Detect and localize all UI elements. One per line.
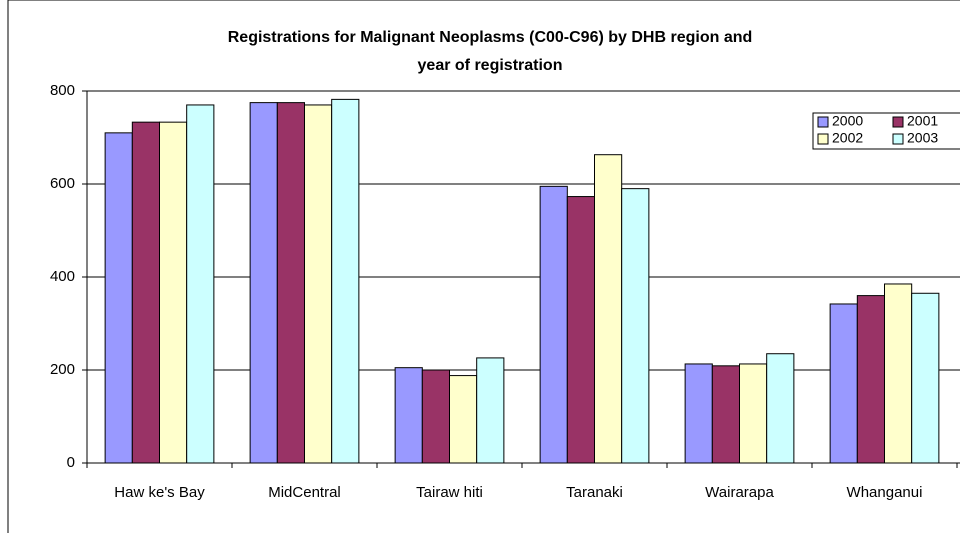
bar <box>829 303 858 464</box>
y-tick-label: 800 <box>50 82 75 99</box>
x-tick-label: Tairaw hiti <box>416 484 483 501</box>
bar <box>331 98 360 464</box>
bar <box>186 104 215 464</box>
bar <box>539 185 568 464</box>
bar <box>104 132 133 464</box>
y-tick-label: 200 <box>50 361 75 378</box>
chart-title: year of registration <box>418 57 563 74</box>
bar <box>684 363 713 464</box>
bar <box>476 357 505 464</box>
legend-swatch <box>817 133 829 145</box>
x-tick-label: MidCentral <box>268 484 341 501</box>
chart-title: Registrations for Malignant Neoplasms (C… <box>228 29 753 46</box>
bar <box>449 375 478 464</box>
bar <box>159 121 188 464</box>
bar <box>421 369 450 464</box>
bar <box>884 283 913 464</box>
legend-label: 2002 <box>832 130 863 146</box>
y-tick-label: 600 <box>50 175 75 192</box>
x-tick-label: Haw ke's Bay <box>114 484 205 501</box>
bar <box>249 102 278 464</box>
bar <box>594 154 623 464</box>
x-tick-label: Wairarapa <box>705 484 774 501</box>
legend-swatch <box>817 116 829 128</box>
y-tick-label: 400 <box>50 268 75 285</box>
x-tick-label: Taranaki <box>566 484 623 501</box>
bar <box>766 353 795 464</box>
bar <box>566 196 595 464</box>
bar <box>739 363 768 464</box>
bar <box>131 121 160 464</box>
bar <box>711 365 740 464</box>
legend-label: 2003 <box>907 130 938 146</box>
legend-label: 2001 <box>907 113 938 129</box>
bar <box>911 292 940 464</box>
bar <box>621 188 650 464</box>
legend-box <box>812 112 960 150</box>
x-tick-label: Whanganui <box>847 484 923 501</box>
bar <box>856 295 885 464</box>
bar <box>394 367 423 464</box>
legend-swatch <box>892 133 904 145</box>
bar <box>276 102 305 464</box>
legend-label: 2000 <box>832 113 863 129</box>
bar <box>304 104 333 464</box>
legend-swatch <box>892 116 904 128</box>
y-tick-label: 0 <box>67 454 75 471</box>
